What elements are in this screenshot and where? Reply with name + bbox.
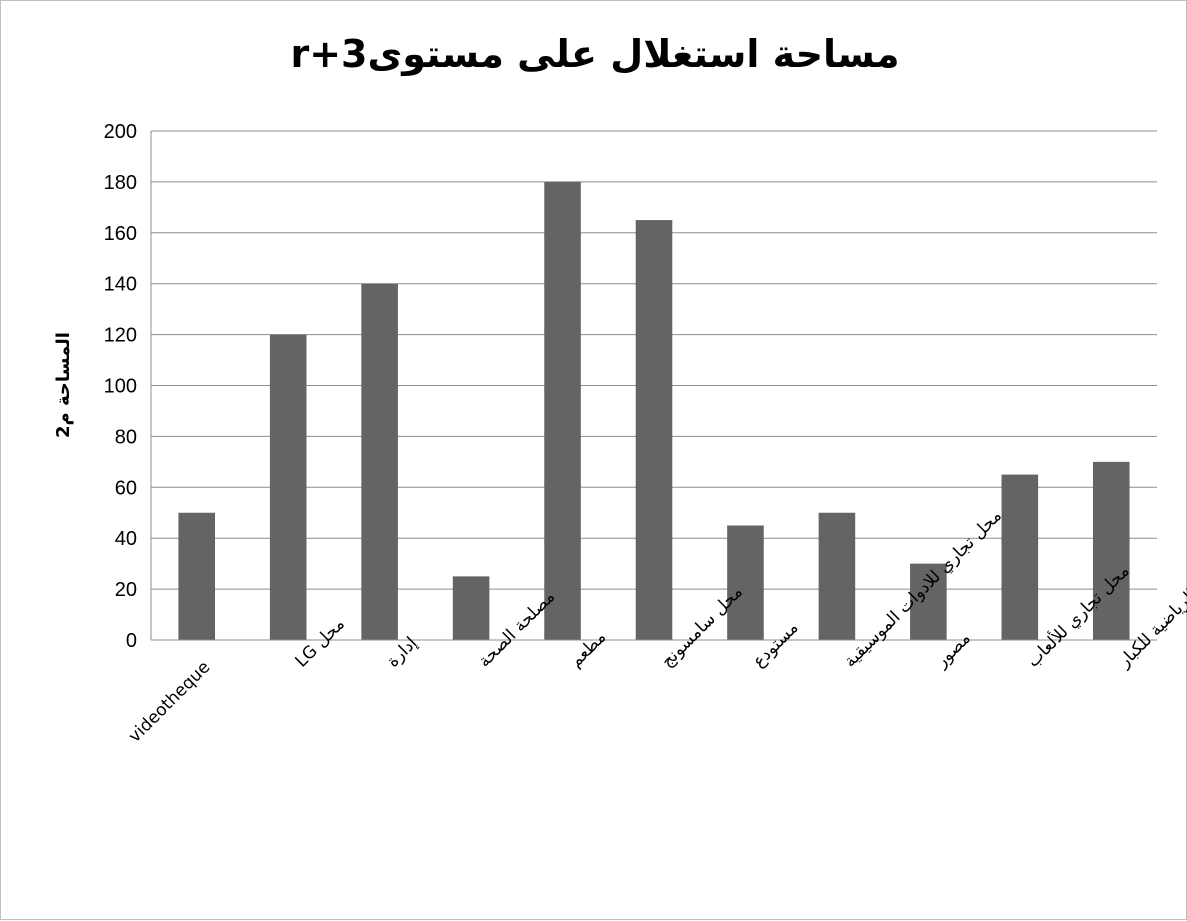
- bar: [818, 512, 856, 640]
- chart-title: مساحة استغلال على مستوىr+3: [290, 32, 899, 76]
- bar: [1001, 474, 1039, 640]
- y-tick-label: 180: [104, 172, 137, 194]
- bar: [452, 576, 490, 640]
- y-tick-label: 140: [104, 274, 137, 296]
- y-tick-label: 120: [104, 325, 137, 347]
- bar: [910, 563, 947, 640]
- y-tick-label: 20: [115, 579, 137, 601]
- bar: [361, 283, 398, 640]
- bars: [178, 181, 1130, 640]
- y-tick-labels: 0 20 40 60 80 100 120 140 160 180 200: [104, 121, 137, 652]
- y-axis-label: المساحة م2: [53, 332, 74, 438]
- bar: [544, 181, 581, 640]
- y-tick-label: 100: [104, 376, 137, 398]
- bar: [727, 525, 764, 640]
- category-label: videotheque: [125, 657, 214, 746]
- bar: [635, 220, 673, 640]
- bar: [178, 512, 216, 640]
- bar: [269, 334, 307, 640]
- y-tick-label: 80: [115, 426, 137, 448]
- bar: [1092, 461, 1130, 640]
- y-tick-label: 200: [104, 121, 137, 143]
- y-tick-label: 0: [126, 630, 137, 652]
- axes: [150, 131, 1157, 641]
- y-tick-label: 60: [115, 477, 137, 499]
- y-tick-label: 40: [115, 528, 137, 550]
- y-tick-label: 160: [104, 223, 137, 245]
